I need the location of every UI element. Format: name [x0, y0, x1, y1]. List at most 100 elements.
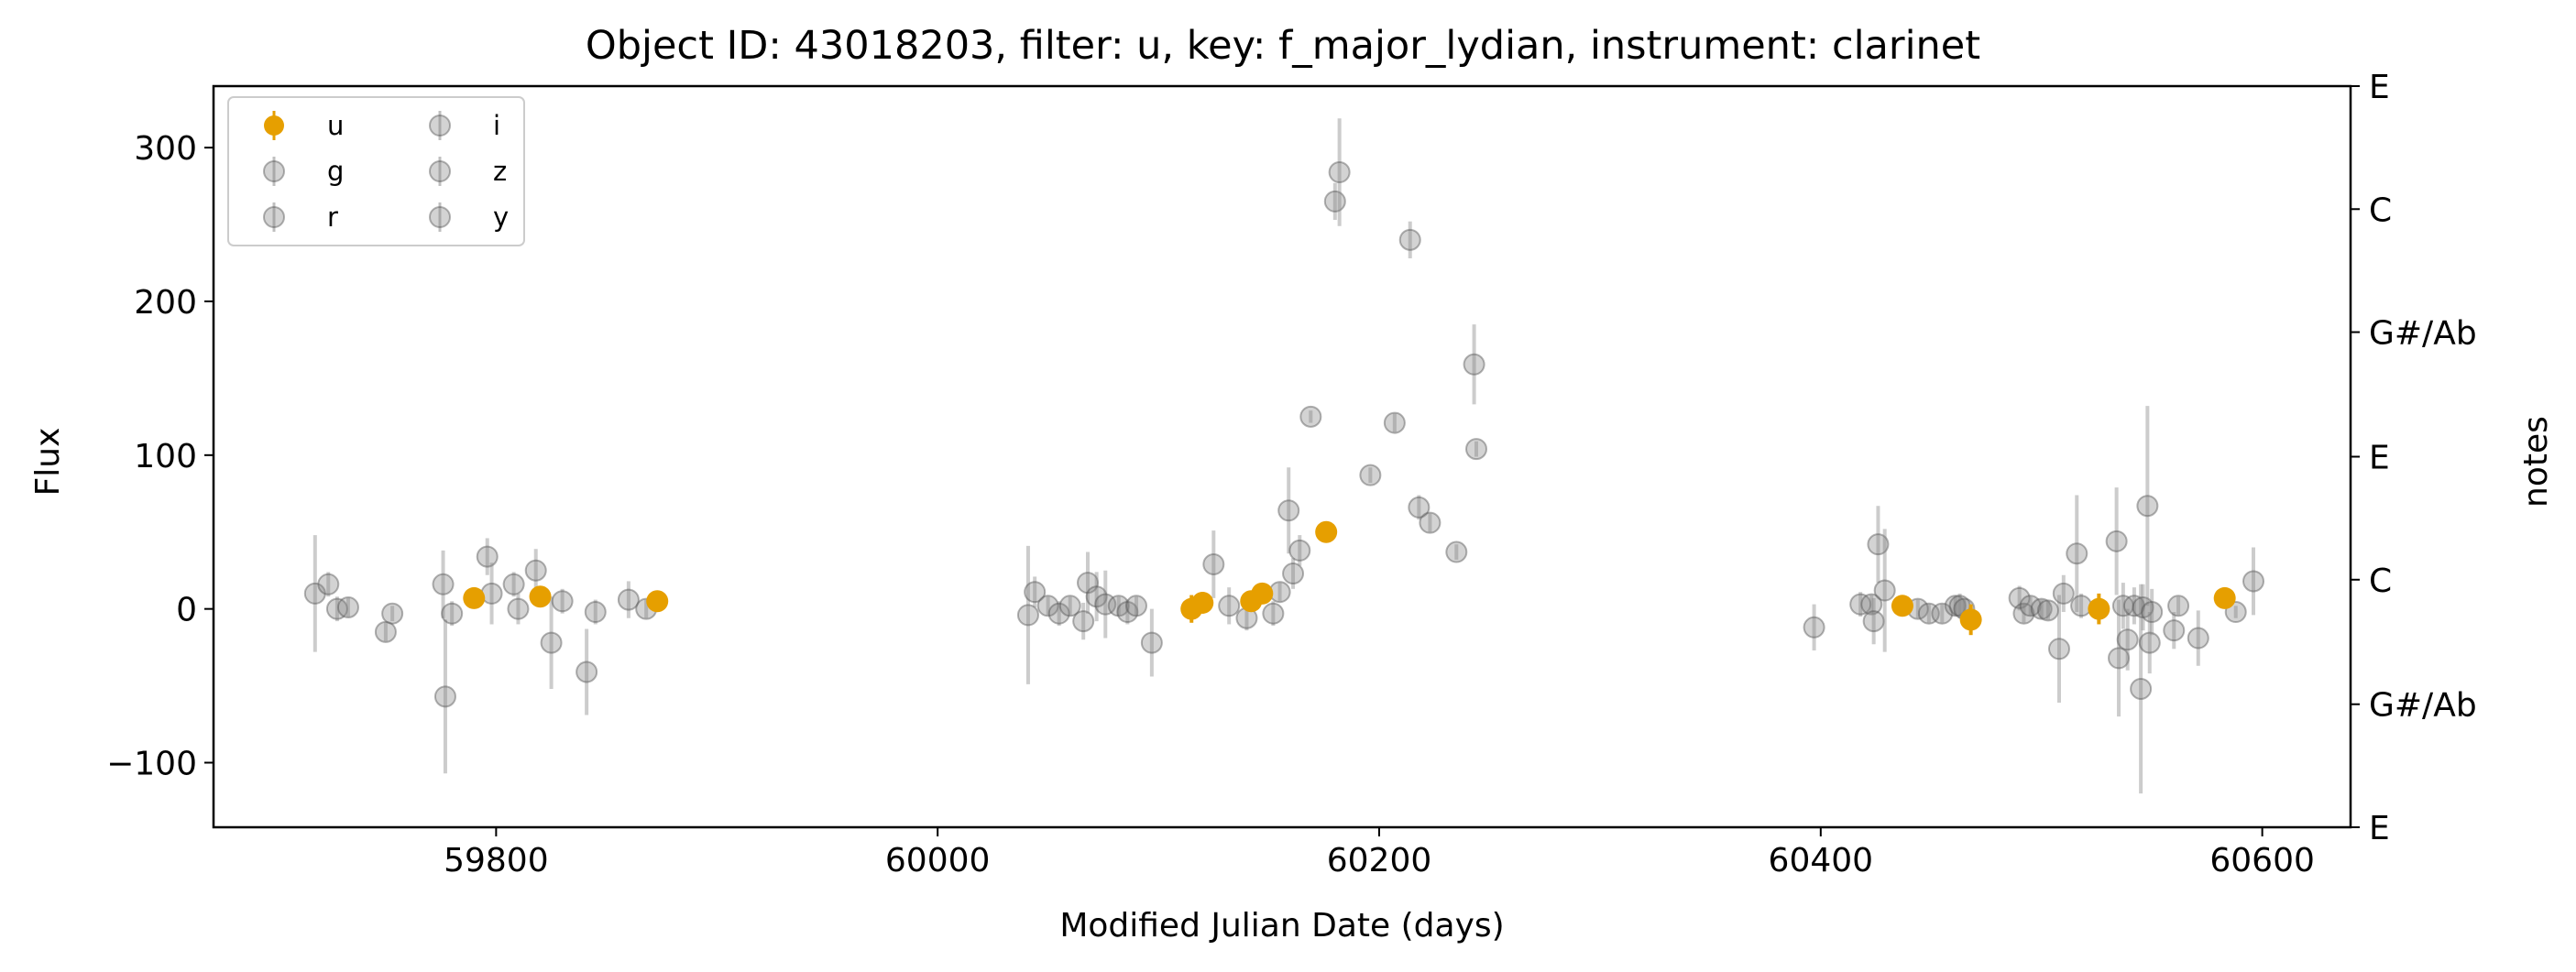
y-tick-label: 200: [134, 284, 197, 322]
data-point: [317, 573, 340, 595]
data-point: [507, 597, 530, 620]
data-point: [303, 582, 326, 605]
data-point: [2048, 638, 2070, 661]
data-point: [1398, 228, 1421, 251]
data-point: [1125, 595, 1147, 617]
data-point: [1328, 160, 1351, 183]
data-point: [617, 588, 640, 611]
legend: ugr izy: [227, 96, 525, 246]
legend-entry-g: g: [263, 156, 344, 187]
note-tick-label: E: [2369, 440, 2390, 477]
data-point: [1282, 562, 1305, 585]
legend-marker: [263, 206, 285, 228]
data-point: [1891, 595, 1913, 617]
data-point: [1058, 595, 1081, 617]
data-point: [2141, 601, 2164, 624]
series-i: [1262, 118, 1487, 627]
series-y: [2048, 406, 2264, 794]
data-point: [381, 602, 404, 625]
data-point: [1408, 496, 1431, 519]
series-u: [463, 520, 2236, 636]
data-point: [2130, 677, 2153, 700]
x-tick-label: 59800: [444, 842, 549, 879]
data-point: [1085, 585, 1108, 608]
chart-title: Object ID: 43018203, filter: u, key: f_m…: [586, 23, 1980, 69]
data-point: [646, 590, 669, 613]
x-ticks: 59800 60000 60200 60400 60600: [444, 827, 2315, 879]
data-point: [575, 661, 598, 683]
legend-label: r: [327, 202, 338, 233]
x-axis-label: Modified Julian Date (days): [1059, 907, 1504, 945]
data-point: [2132, 595, 2154, 618]
legend-label: y: [493, 202, 509, 233]
data-point: [1862, 610, 1885, 633]
x-tick-label: 60200: [1327, 842, 1432, 879]
data-point: [1036, 595, 1059, 617]
data-point: [1917, 602, 1940, 625]
y2-axis-label: notes: [2517, 416, 2555, 508]
x-tick-label: 60400: [1769, 842, 1874, 879]
legend-label: i: [493, 110, 500, 141]
legend-entry-i: i: [429, 110, 500, 141]
data-point: [1094, 593, 1117, 616]
data-point: [1315, 520, 1338, 543]
data-point: [1191, 591, 1214, 614]
data-point: [584, 601, 607, 624]
note-tick-label: E: [2369, 69, 2390, 106]
data-point: [1218, 595, 1241, 617]
data-point: [2167, 595, 2190, 617]
legend-marker: [263, 160, 285, 182]
legend-marker: [429, 206, 451, 228]
data-point: [1262, 602, 1285, 625]
data-point: [2187, 627, 2209, 650]
data-point: [1944, 595, 1967, 617]
data-point: [1465, 438, 1487, 461]
data-point: [540, 631, 563, 654]
data-point: [1299, 405, 1322, 428]
data-point: [1873, 579, 1896, 602]
legend-entry-r: r: [263, 202, 338, 233]
legend-label: z: [493, 156, 507, 187]
data-point: [1251, 582, 1274, 605]
data-layer: [303, 118, 2264, 794]
data-point: [1288, 539, 1311, 562]
data-point: [1107, 595, 1130, 617]
data-point: [374, 620, 397, 643]
data-point: [1463, 353, 1485, 376]
data-point: [2066, 542, 2088, 565]
data-point: [524, 559, 547, 582]
data-point: [1323, 190, 1346, 213]
data-point: [433, 685, 456, 708]
data-point: [502, 573, 525, 595]
legend-marker: [264, 115, 284, 136]
data-point: [1202, 552, 1225, 575]
data-point: [2163, 619, 2186, 642]
data-point: [2105, 530, 2128, 552]
y-tick-label: 300: [134, 130, 197, 168]
data-point: [2030, 597, 2053, 620]
data-point: [325, 597, 348, 620]
legend-entry-z: z: [429, 156, 507, 187]
data-point: [1072, 610, 1095, 633]
y2-ticks: E C G#/Ab E C G#/Ab E: [2351, 69, 2477, 847]
data-point: [1419, 511, 1441, 534]
data-point: [463, 586, 486, 609]
data-point: [551, 590, 574, 613]
data-point: [1077, 572, 1099, 595]
data-point: [2138, 631, 2161, 654]
data-point: [1803, 616, 1825, 639]
series-z: [1803, 506, 2059, 652]
y-tick-label: −100: [106, 746, 197, 783]
data-point: [1016, 604, 1039, 627]
data-point: [1140, 631, 1163, 654]
data-point: [529, 585, 552, 608]
plot-frame: [212, 84, 2352, 829]
y-ticks: −100 0 100 200 300: [106, 130, 214, 783]
series-r: [1016, 530, 1258, 684]
data-point: [432, 573, 455, 595]
data-point: [2019, 595, 2042, 617]
legend-box: [227, 96, 525, 246]
x-tick-label: 60600: [2209, 842, 2315, 879]
y-tick-label: 0: [176, 592, 197, 629]
data-point: [1849, 593, 1872, 616]
